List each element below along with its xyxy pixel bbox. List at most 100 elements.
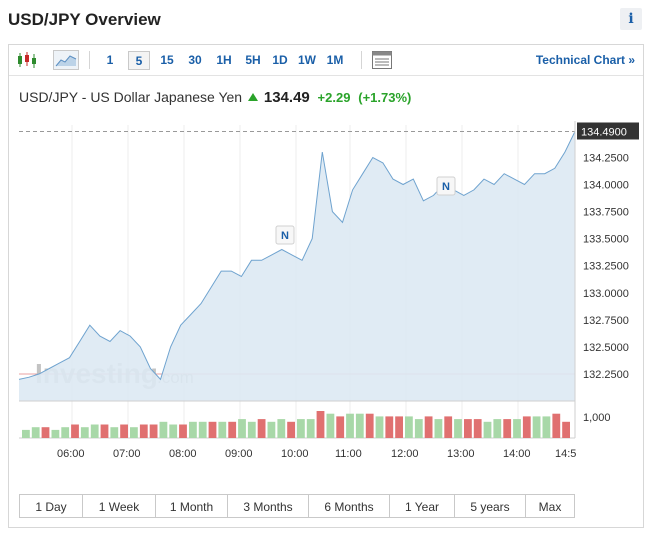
volume-bar — [346, 413, 354, 438]
volume-bar — [22, 429, 30, 438]
quote-line: USD/JPY - US Dollar Japanese Yen 134.49 … — [19, 89, 411, 106]
price-area — [19, 131, 575, 401]
info-button[interactable]: i — [620, 8, 642, 30]
timeframe-button-5H[interactable]: 5H — [245, 53, 261, 67]
range-button-1-month[interactable]: 1 Month — [155, 494, 228, 518]
volume-bar — [110, 427, 119, 438]
volume-bar — [61, 427, 70, 438]
timeframe-button-1H[interactable]: 1H — [216, 53, 232, 67]
toolbar-separator — [89, 51, 90, 69]
volume-bar — [159, 421, 168, 438]
volume-bar — [198, 421, 207, 438]
table-icon[interactable] — [371, 50, 393, 70]
volume-bar — [522, 416, 531, 438]
candlestick-icon[interactable] — [15, 50, 39, 70]
volume-bar — [130, 427, 138, 438]
x-tick-label: 08:00 — [169, 448, 197, 460]
volume-bar — [316, 411, 325, 438]
volume-bar — [71, 424, 79, 438]
volume-bar — [532, 416, 541, 438]
volume-bar — [208, 421, 217, 438]
price-line — [18, 131, 576, 381]
volume-bar — [31, 427, 40, 438]
volume-bar — [493, 419, 502, 438]
volume-bar — [414, 419, 423, 438]
range-button-max[interactable]: Max — [525, 494, 575, 518]
range-button-1-year[interactable]: 1 Year — [389, 494, 455, 518]
volume-bar — [483, 421, 492, 438]
news-marker[interactable] — [436, 176, 456, 196]
timeframe-button-15[interactable]: 15 — [160, 53, 174, 67]
volume-bar — [228, 421, 237, 438]
up-arrow-icon — [247, 93, 258, 101]
range-button-1-week[interactable]: 1 Week — [82, 494, 156, 518]
volume-bar — [464, 419, 472, 438]
toolbar-separator — [361, 51, 362, 69]
volume-bar — [434, 419, 443, 438]
volume-bar — [336, 416, 345, 438]
news-marker[interactable] — [275, 225, 295, 245]
volume-bar — [454, 419, 462, 438]
volume-bar — [444, 416, 453, 438]
timeframe-button-30[interactable]: 30 — [188, 53, 202, 67]
volume-bar — [306, 419, 315, 438]
volume-bar — [385, 416, 394, 438]
y-tick-label: 134.2500 — [583, 152, 629, 164]
volume-bar — [139, 424, 148, 438]
last-price: 134.49 — [263, 89, 310, 106]
range-selector: 1 Day 1 Week 1 Month 3 Months 6 Months 1 Year… — [19, 494, 575, 520]
x-tick-label: 14:5 — [555, 448, 576, 460]
volume-bar — [513, 419, 521, 438]
volume-bar — [473, 419, 482, 438]
x-tick-label: 11:00 — [335, 448, 362, 460]
page-title: USD/JPY Overview — [8, 10, 161, 29]
y-tick-label: 133.0000 — [583, 288, 629, 300]
volume-bar — [542, 416, 551, 438]
volume-bar — [247, 421, 256, 438]
volume-bar — [51, 429, 60, 438]
volume-bar — [80, 427, 89, 438]
volume-bar — [169, 424, 178, 438]
timeframe-button-1M[interactable]: 1M — [326, 53, 344, 67]
timeframe-button-1[interactable]: 1 — [106, 53, 114, 67]
y-tick-label: 132.5000 — [583, 342, 629, 354]
volume-bar — [277, 419, 286, 438]
volume-bar — [375, 416, 384, 438]
y-tick-label: 133.5000 — [583, 234, 629, 246]
y-tick-label: 134.0000 — [583, 180, 629, 192]
volume-bar — [552, 413, 561, 438]
x-tick-label: 09:00 — [225, 448, 253, 460]
volume-bar — [100, 424, 109, 438]
timeframe-button-1D[interactable]: 1D — [272, 53, 288, 67]
range-button-6-months[interactable]: 6 Months — [308, 494, 390, 518]
technical-chart-link[interactable]: Technical Chart » — [535, 53, 635, 67]
volume-bar — [355, 413, 364, 438]
volume-bar — [218, 421, 227, 438]
x-tick-label: 12:00 — [391, 448, 419, 460]
news-marker-label: N — [281, 230, 289, 242]
volume-bar — [395, 416, 403, 438]
x-tick-label: 14:00 — [503, 448, 531, 460]
range-button-5-years[interactable]: 5 years — [454, 494, 526, 518]
chart-toolbar: Technical Chart » 1 5 15 30 1H 5H 1D 1W 1M — [9, 45, 643, 76]
price-chart[interactable]: Investing.com134.2500134.0000133.7500133… — [9, 45, 643, 485]
header: USD/JPY Overview i — [8, 8, 644, 32]
volume-bar — [424, 416, 433, 438]
x-tick-label: 06:00 — [57, 448, 85, 460]
timeframe-button-5[interactable]: 5 — [128, 51, 150, 70]
x-tick-label: 07:00 — [113, 448, 141, 460]
volume-bar — [365, 413, 374, 438]
range-button-1-day[interactable]: 1 Day — [19, 494, 83, 518]
area-chart-icon[interactable] — [53, 50, 79, 70]
volume-bar — [149, 424, 158, 438]
volume-bar — [120, 424, 128, 438]
volume-bar — [189, 421, 197, 438]
timeframe-button-1W[interactable]: 1W — [298, 53, 316, 67]
price-change-percent: (+1.73%) — [358, 90, 412, 105]
volume-axis-label: 1,000 — [583, 412, 611, 424]
y-tick-label: 132.2500 — [583, 369, 629, 381]
volume-bar — [267, 421, 276, 438]
volume-bar — [90, 424, 99, 438]
volume-bar — [257, 419, 266, 438]
range-button-3-months[interactable]: 3 Months — [227, 494, 309, 518]
